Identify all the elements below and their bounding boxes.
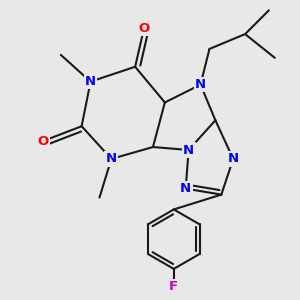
Text: F: F (169, 280, 178, 293)
Text: N: N (195, 78, 206, 91)
Text: N: N (183, 143, 194, 157)
Text: O: O (38, 135, 49, 148)
Text: N: N (180, 182, 191, 195)
Text: O: O (138, 22, 150, 34)
Text: N: N (106, 152, 117, 165)
Text: N: N (228, 152, 239, 165)
Text: N: N (85, 75, 96, 88)
